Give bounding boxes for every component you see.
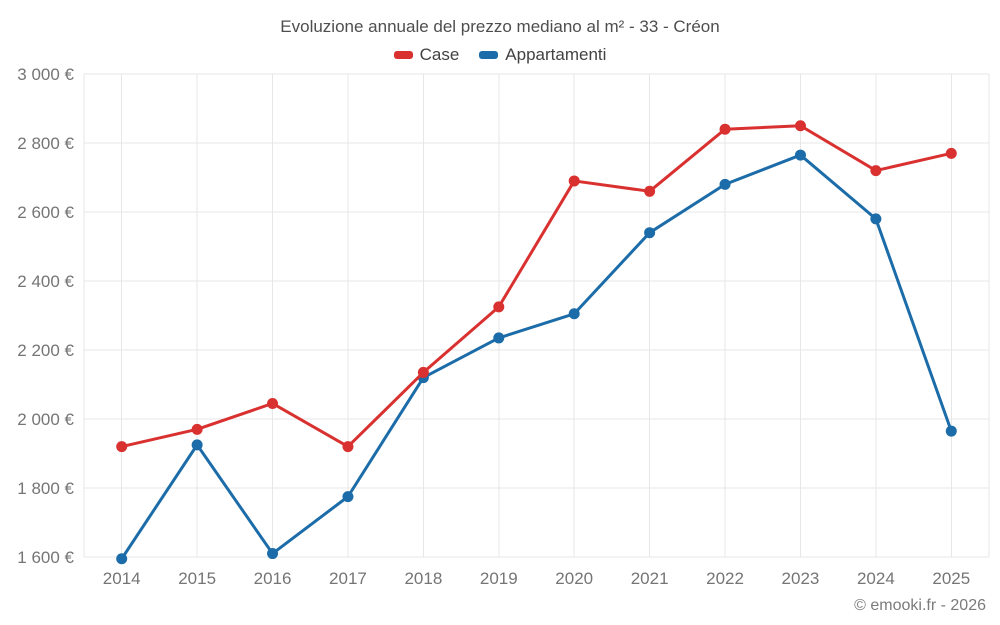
x-axis-tick-label: 2014	[103, 569, 141, 588]
x-axis-tick-label: 2018	[404, 569, 442, 588]
chart-title: Evoluzione annuale del prezzo mediano al…	[280, 17, 720, 36]
x-axis-tick-label: 2017	[329, 569, 367, 588]
data-point-case-2020[interactable]	[568, 175, 580, 187]
legend-label-appartamenti: Appartamenti	[505, 45, 607, 64]
y-axis-tick-label: 1 800 €	[17, 479, 74, 498]
y-axis-tick-label: 2 000 €	[17, 410, 74, 429]
data-point-case-2014[interactable]	[116, 441, 128, 453]
data-point-case-2016[interactable]	[267, 397, 279, 409]
data-point-appartamenti-2014[interactable]	[116, 553, 128, 565]
x-axis-tick-label: 2023	[782, 569, 820, 588]
x-axis-tick-label: 2024	[857, 569, 895, 588]
y-axis-tick-label: 3 000 €	[17, 65, 74, 84]
x-axis-tick-label: 2022	[706, 569, 744, 588]
x-axis-tick-label: 2015	[178, 569, 216, 588]
data-point-appartamenti-2015[interactable]	[191, 439, 203, 451]
data-point-case-2015[interactable]	[191, 423, 203, 435]
legend-swatch-case-icon	[393, 51, 413, 59]
data-point-case-2024[interactable]	[870, 165, 882, 177]
y-axis-tick-label: 2 400 €	[17, 272, 74, 291]
data-point-appartamenti-2021[interactable]	[644, 227, 656, 239]
x-axis-tick-label: 2025	[932, 569, 970, 588]
legend-item-appartamenti[interactable]: Appartamenti	[479, 45, 606, 65]
series-line-case	[120, 124, 953, 449]
x-axis-tick-label: 2021	[631, 569, 669, 588]
data-point-case-2022[interactable]	[719, 123, 731, 135]
data-point-appartamenti-2022[interactable]	[719, 178, 731, 190]
chart-footer-credit: © emooki.fr - 2026	[854, 597, 986, 614]
data-point-case-2021[interactable]	[644, 185, 656, 197]
legend-label-case: Case	[419, 45, 460, 64]
legend-item-case[interactable]: Case	[393, 45, 460, 65]
series-line-appartamenti	[120, 153, 953, 561]
y-axis-tick-label: 2 800 €	[17, 134, 74, 153]
data-point-appartamenti-2023[interactable]	[794, 149, 806, 161]
y-axis-tick-label: 2 600 €	[17, 203, 74, 222]
data-point-appartamenti-2017[interactable]	[342, 491, 354, 503]
data-point-appartamenti-2025[interactable]	[945, 425, 957, 437]
data-point-case-2023[interactable]	[794, 120, 806, 132]
data-point-appartamenti-2020[interactable]	[568, 308, 580, 320]
x-axis-tick-label: 2019	[480, 569, 518, 588]
data-point-case-2017[interactable]	[342, 441, 354, 453]
data-point-appartamenti-2016[interactable]	[267, 548, 279, 560]
legend-swatch-appartamenti-icon	[479, 51, 499, 59]
chart-legend: Case Appartamenti	[0, 45, 1000, 65]
x-axis-tick-label: 2020	[555, 569, 593, 588]
data-point-appartamenti-2019[interactable]	[493, 332, 505, 344]
data-point-case-2025[interactable]	[945, 147, 957, 159]
data-point-appartamenti-2024[interactable]	[870, 213, 882, 225]
x-axis-tick-label: 2016	[254, 569, 292, 588]
data-point-case-2018[interactable]	[417, 366, 429, 378]
data-point-case-2019[interactable]	[493, 301, 505, 313]
y-axis-tick-label: 2 200 €	[17, 341, 74, 360]
y-axis-tick-label: 1 600 €	[17, 548, 74, 567]
